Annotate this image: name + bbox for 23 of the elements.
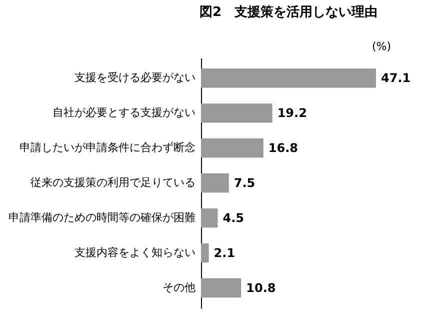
chart-title: 図2 支援策を活用しない理由 <box>199 5 378 20</box>
bar <box>201 173 229 193</box>
text: (%) <box>372 40 391 53</box>
y-tick-label: 申請したいが申請条件に合わず断念 <box>20 141 196 154</box>
data-label: 10.8 <box>246 280 276 295</box>
data-label: 2.1 <box>214 246 236 260</box>
y-tick-label: その他 <box>162 280 196 294</box>
bar <box>201 208 218 228</box>
bar <box>201 138 264 158</box>
data-label: 19.2 <box>277 106 307 120</box>
bar <box>201 243 209 263</box>
bar <box>201 278 242 298</box>
y-tick-label: 申請準備のための時間等の確保が困難 <box>8 210 196 224</box>
bar <box>201 103 272 123</box>
data-label: 47.1 <box>381 71 411 86</box>
data-label: 7.5 <box>234 176 256 190</box>
data-label: 16.8 <box>268 141 298 156</box>
data-label: 4.5 <box>222 210 244 225</box>
bar <box>201 68 376 88</box>
y-tick-label: 支援を受ける必要がない <box>74 71 196 84</box>
y-tick-label: 自社が必要とする支援がない <box>52 106 196 120</box>
y-tick-label: 支援内容をよく知らない <box>74 246 196 259</box>
y-tick-label: 従来の支援策の利用で足りている <box>30 176 196 189</box>
